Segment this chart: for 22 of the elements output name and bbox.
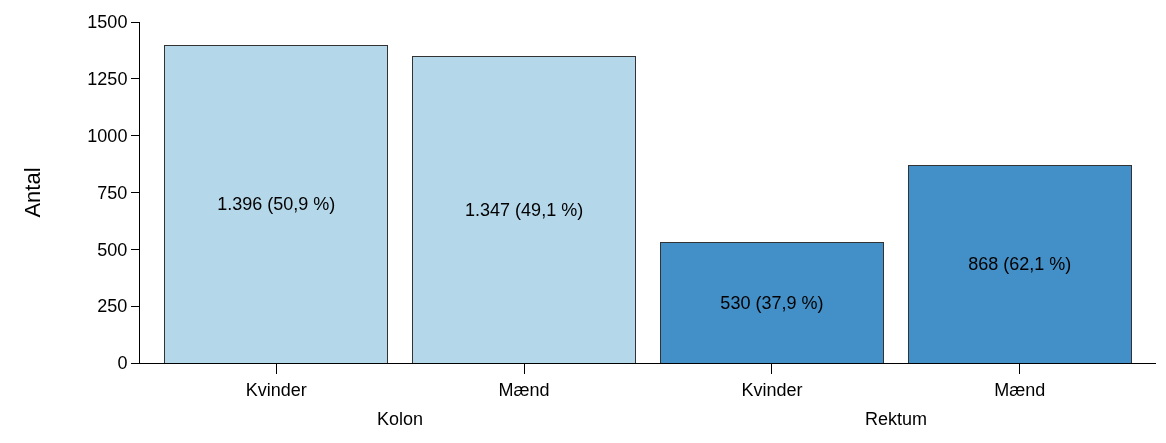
y-tick-label: 500 [97,239,128,260]
x-tick-label: Kvinder [741,379,803,400]
data-label: 1.347 (49,1 %) [465,199,584,220]
data-label: 1.396 (50,9 %) [217,194,336,215]
y-tick-label: 250 [97,296,128,317]
y-tick-label: 750 [97,182,128,203]
bar [164,45,389,363]
bar [412,56,637,363]
data-label: 530 (37,9 %) [720,292,824,313]
y-axis-title: Antal [20,167,46,218]
x-tick-label: Kvinder [245,379,307,400]
data-label: 868 (62,1 %) [968,254,1072,275]
y-tick-label: 1500 [87,12,128,33]
y-tick-label: 1250 [87,69,128,90]
x-tick-label: Mænd [994,379,1046,400]
y-tick-label: 0 [117,353,128,374]
bar [659,242,884,363]
y-tick-label: 1000 [87,125,128,146]
x-tick-label: Mænd [498,379,550,400]
text: Kolon [377,409,424,429]
text: Rektum [865,409,928,429]
bar [907,165,1132,363]
